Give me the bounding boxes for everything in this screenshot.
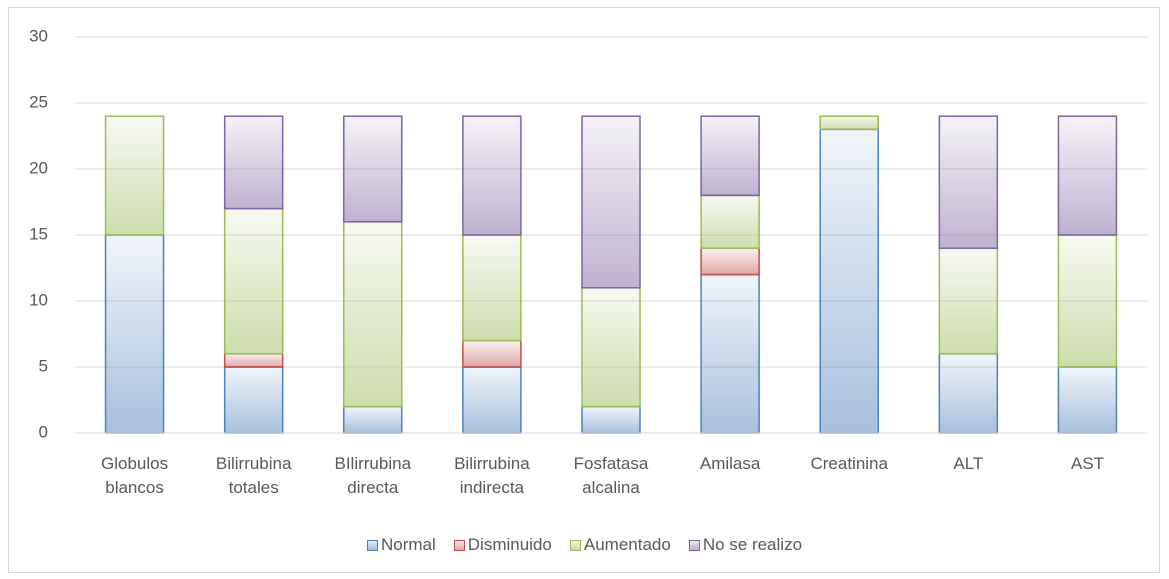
legend-label: Disminuido xyxy=(467,535,552,554)
legend-swatch xyxy=(569,539,581,551)
x-tick-label: Globulos blancos xyxy=(100,454,169,497)
legend-swatch xyxy=(366,539,378,551)
legend-item: Disminuido xyxy=(453,535,552,555)
x-tick-label: BIlirrubina directa xyxy=(334,454,412,497)
bar-segment xyxy=(938,353,999,434)
bar-segment xyxy=(700,247,760,276)
legend-item: Aumentado xyxy=(569,535,671,555)
y-tick-label: 5 xyxy=(39,356,48,375)
legend: Normal Disminuido Aumentado No se realizo xyxy=(0,535,1169,555)
legend-swatch xyxy=(688,539,700,551)
y-tick-label: 20 xyxy=(29,158,48,177)
legend-label: Aumentado xyxy=(583,535,671,554)
bar-segment xyxy=(938,115,999,249)
bar-segment xyxy=(700,115,760,197)
legend-swatch xyxy=(453,539,465,551)
bar-segment xyxy=(223,366,284,434)
x-tick-label: AST xyxy=(1070,454,1104,473)
bar-segment xyxy=(343,115,403,223)
x-tick-label: Bilirrubina totales xyxy=(215,454,292,497)
chart-frame xyxy=(8,7,1160,573)
bar-segment xyxy=(1057,234,1118,368)
bar-segment xyxy=(104,234,165,434)
legend-item: Normal xyxy=(366,535,436,555)
y-tick-label: 10 xyxy=(29,290,48,309)
bar-segment xyxy=(819,115,879,131)
bar-segment xyxy=(700,273,760,434)
y-tick-label: 30 xyxy=(29,26,48,45)
x-tick-label: Fosfatasa alcalina xyxy=(573,454,649,497)
bar-segment xyxy=(223,115,284,210)
bar-segment xyxy=(104,115,165,236)
bar-segment xyxy=(223,353,284,368)
x-tick-label: Creatinina xyxy=(810,454,888,473)
bar-segment xyxy=(938,247,999,355)
bar-segment xyxy=(819,128,879,434)
legend-item: No se realizo xyxy=(688,535,803,555)
bar-segment xyxy=(1057,115,1118,236)
bar-segment xyxy=(581,287,641,408)
bar-segment xyxy=(462,115,522,236)
bar-segment xyxy=(223,207,284,355)
bar-segment xyxy=(462,366,522,434)
y-tick-label: 0 xyxy=(39,422,48,441)
legend-label: No se realizo xyxy=(702,535,803,554)
x-tick-label: Amilasa xyxy=(699,454,761,473)
y-tick-label: 25 xyxy=(29,92,48,111)
x-tick-label: Bilirrubina indirecta xyxy=(454,454,530,497)
bar-segment xyxy=(343,221,403,408)
bar-segment xyxy=(462,339,522,368)
x-tick-label: ALT xyxy=(953,454,984,473)
bar-segment xyxy=(462,234,522,342)
bar-segment xyxy=(700,194,760,249)
y-tick-label: 15 xyxy=(29,224,48,243)
bar-segment xyxy=(581,115,641,289)
bar-segment xyxy=(581,405,641,434)
legend-label: Normal xyxy=(380,535,436,554)
bar-segment xyxy=(343,405,403,434)
bar-segment xyxy=(1057,366,1118,434)
